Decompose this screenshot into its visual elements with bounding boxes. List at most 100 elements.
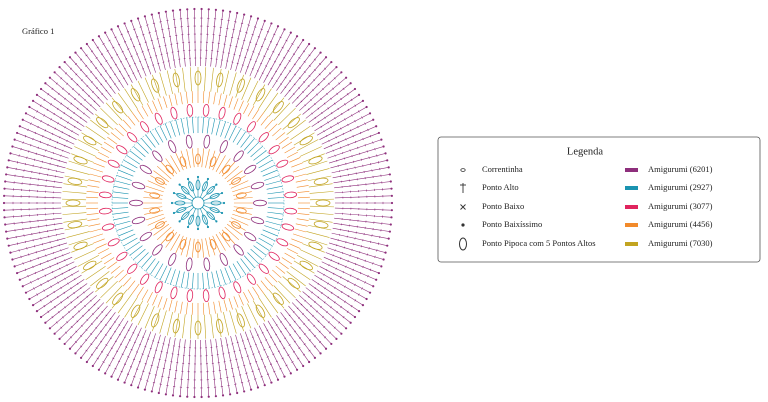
stitch (88, 179, 101, 183)
stitch-bar (294, 73, 296, 76)
stitch (174, 300, 178, 313)
stitch-bar (121, 353, 124, 356)
stitch (63, 218, 88, 223)
stitch (280, 48, 316, 94)
stitch-bar (147, 49, 150, 51)
stitch-dot (143, 388, 147, 391)
stitch (212, 152, 221, 171)
stitch (112, 207, 129, 209)
popcorn (233, 150, 244, 162)
stitch-dot (200, 395, 203, 399)
stitch-bar (241, 47, 244, 49)
stitch-dot (283, 28, 286, 31)
stitch-bar (260, 358, 264, 361)
stitch-bar (64, 144, 66, 147)
stitch (333, 174, 390, 184)
stitch-bar (323, 301, 326, 304)
stitch (311, 94, 360, 127)
stitch-dot (130, 384, 133, 387)
stitch-bar (291, 361, 294, 363)
stitch (186, 238, 191, 257)
stitch-bar (47, 93, 50, 96)
popcorn (250, 181, 265, 190)
stitch (208, 150, 216, 169)
stitch (306, 168, 330, 175)
stitch-bar (109, 66, 112, 69)
stitch (144, 191, 163, 196)
stitch (114, 127, 124, 137)
popcorn (250, 216, 265, 225)
stitch (309, 191, 334, 194)
stitch-bar (80, 58, 83, 61)
stitch (302, 77, 347, 115)
stitch (278, 261, 289, 270)
stitch-dot (136, 386, 140, 389)
stitch-bar (78, 93, 80, 96)
stitch (268, 97, 285, 117)
stitch-bar (30, 259, 32, 262)
stitch (32, 100, 82, 132)
stitch-bar (109, 317, 112, 320)
popcorn (202, 289, 210, 303)
stitch (113, 216, 130, 221)
stitch-bar (289, 70, 292, 72)
stitch (25, 266, 77, 293)
legend-title: Legenda (567, 146, 603, 157)
stitch-bar (308, 64, 311, 67)
stitch-bar (127, 356, 130, 358)
stitch (268, 123, 278, 133)
stitch-dot (302, 364, 305, 368)
stitch-bar (136, 351, 139, 353)
stitch-bar (42, 268, 44, 271)
stitch (293, 233, 305, 238)
stitch (204, 314, 207, 339)
stitch (290, 265, 311, 281)
stitch-dot (221, 9, 225, 12)
stitch-dot (377, 131, 380, 135)
stitch (120, 233, 136, 242)
stitch (243, 138, 255, 151)
popcorn (233, 112, 242, 125)
stitch (273, 102, 291, 121)
stitch-bar (316, 310, 318, 313)
popcorn (140, 121, 150, 133)
stitch-bar (71, 273, 73, 276)
stitch (308, 88, 356, 123)
stitch-bar (288, 344, 291, 346)
stitch (218, 93, 222, 106)
stitch-bar (327, 107, 330, 110)
stitch-bar (313, 300, 316, 303)
stitch (122, 277, 132, 287)
stitch (157, 98, 163, 110)
stitch-bar (90, 343, 93, 346)
stitch-bar (246, 49, 249, 51)
stitch-bar (76, 320, 79, 323)
stitch (12, 242, 68, 260)
stitch-bar (313, 345, 316, 348)
stitch-dot (330, 342, 333, 346)
stitch-bar (254, 378, 257, 380)
stitch-bar (366, 253, 368, 256)
stitch-dot (256, 17, 260, 20)
stitch-bar (376, 154, 378, 157)
stitch-bar (345, 265, 347, 268)
stitch (208, 237, 216, 256)
stitch (253, 150, 267, 161)
stitch (86, 213, 99, 216)
stitch-bar (93, 303, 96, 306)
stitch-bar (73, 112, 76, 114)
stitch (49, 77, 94, 115)
stitch-bar (109, 337, 112, 340)
stitch (137, 303, 149, 326)
stitch-dot (388, 230, 391, 233)
stitch (284, 52, 321, 97)
stitch-bar (364, 259, 366, 262)
stitch-bar (100, 320, 103, 323)
stitch-dot (74, 51, 77, 54)
stitch-bar (251, 336, 254, 338)
stitch (314, 274, 364, 306)
stitch-dot (11, 145, 14, 148)
stitch-bar (372, 262, 374, 265)
stitch-bar (266, 356, 269, 358)
popcorn (203, 257, 211, 272)
